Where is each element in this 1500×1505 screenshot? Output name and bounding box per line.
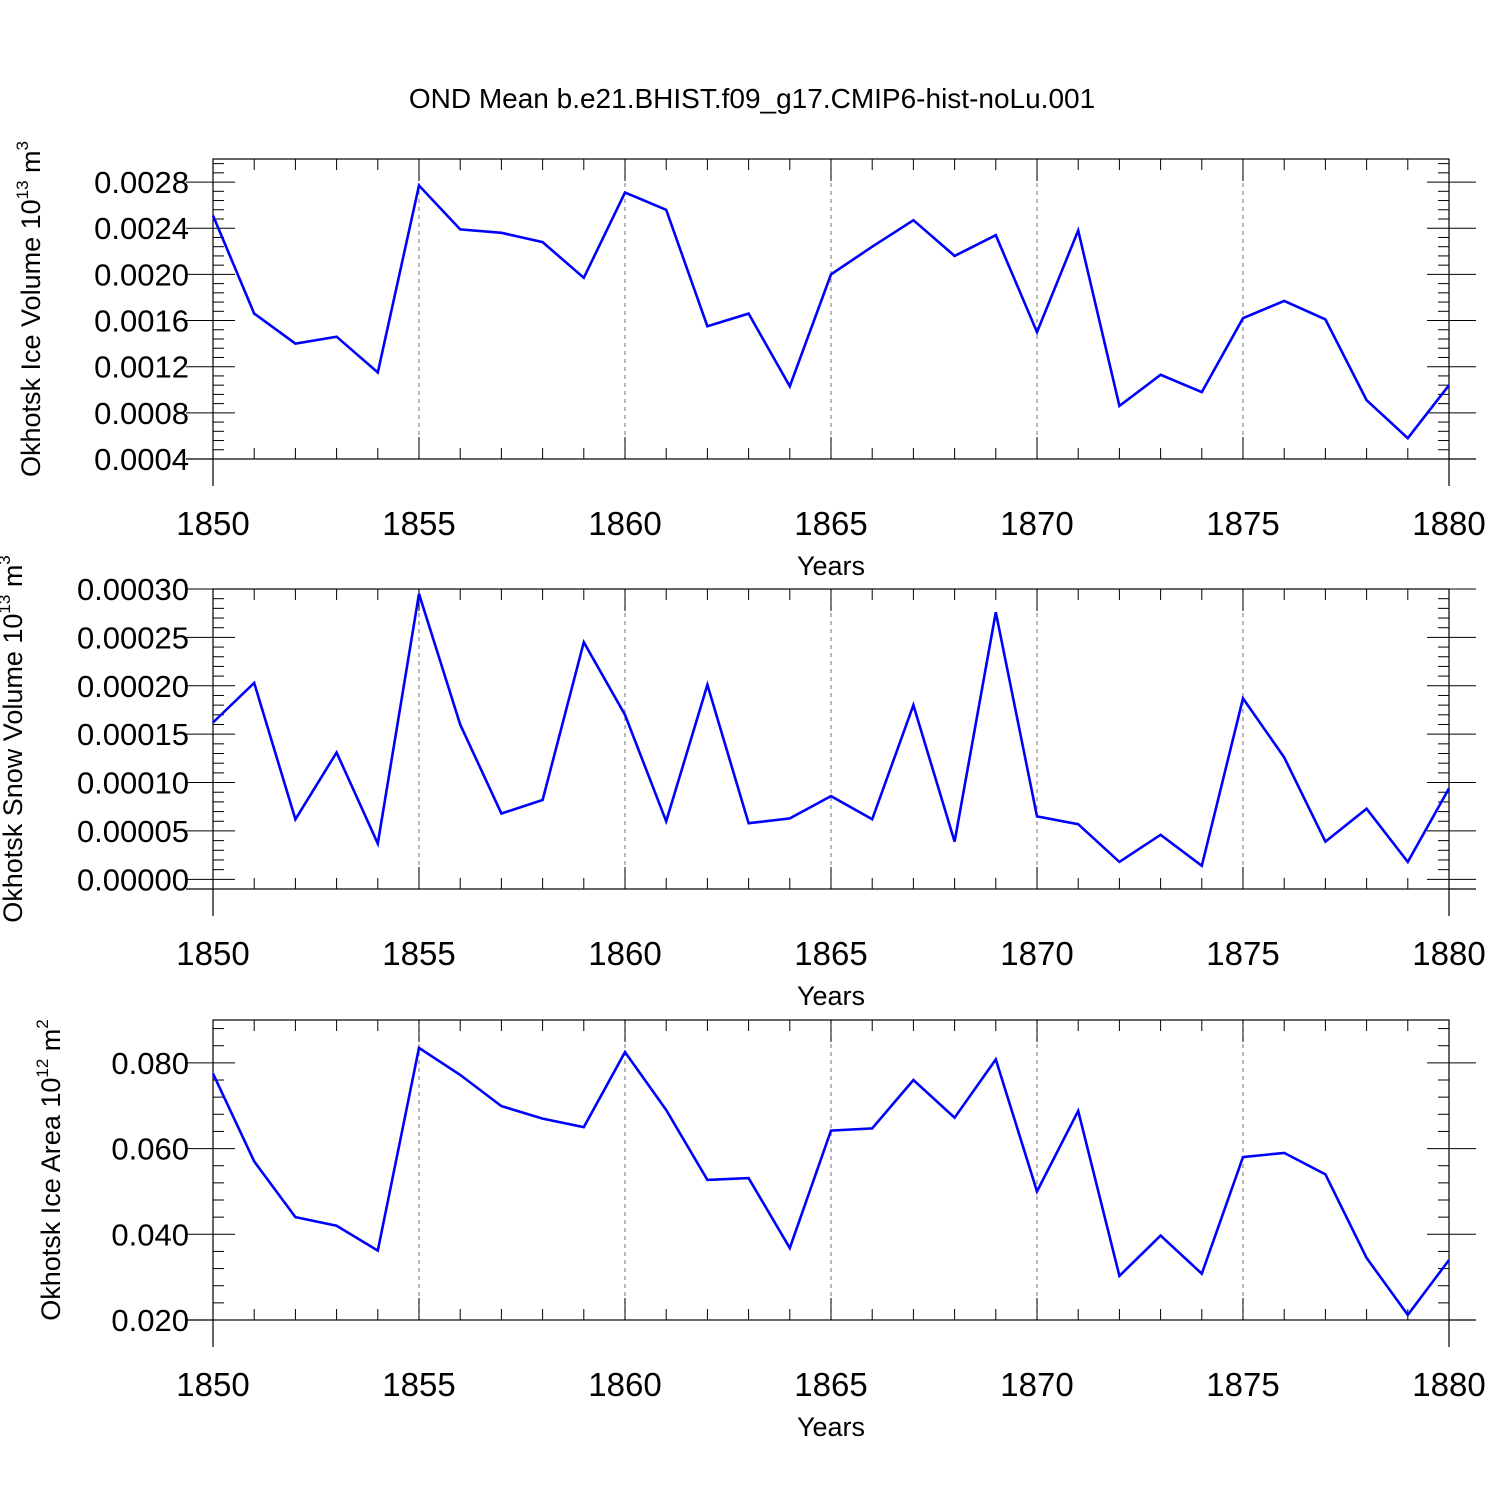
y-tick-label: 0.00030 — [77, 572, 189, 607]
x-tick-label: 1870 — [1000, 1366, 1073, 1403]
x-axis-label: Years — [797, 1412, 865, 1442]
x-tick-label: 1850 — [176, 505, 249, 542]
y-tick-label: 0.040 — [111, 1217, 189, 1252]
y-axis-label-unit: m — [16, 150, 46, 180]
y-axis-label-unit: m — [36, 1029, 66, 1059]
y-tick-label: 0.080 — [111, 1046, 189, 1081]
x-axis-label: Years — [797, 981, 865, 1011]
x-tick-label: 1860 — [588, 935, 661, 972]
x-tick-label: 1870 — [1000, 505, 1073, 542]
y-tick-label: 0.0004 — [94, 442, 189, 477]
y-axis-label-unit-exponent: 2 — [33, 1019, 52, 1028]
x-tick-label: 1865 — [794, 935, 867, 972]
plot-frame — [212, 588, 1450, 890]
y-axis-label-main: Okhotsk Ice Area 10 — [36, 1078, 66, 1321]
y-axis-label-unit-exponent: 3 — [13, 141, 32, 150]
panel-3: 0.020 0.040 0.060 0.080 1850 1855 1860 1865 1870… — [33, 1019, 1486, 1442]
panel-2: 0.00000 0.00005 0.00010 0.00015 0.00020 0.000… — [0, 555, 1486, 1011]
plot-frame — [212, 1019, 1450, 1321]
x-tick-label: 1855 — [382, 1366, 455, 1403]
y-tick-label: 0.0008 — [94, 396, 189, 431]
y-axis-label-main: Okhotsk Ice Volume 10 — [16, 199, 46, 477]
figure-title: OND Mean b.e21.BHIST.f09_g17.CMIP6-hist-… — [409, 83, 1095, 114]
series-line — [211, 182, 1451, 441]
y-axis-label-main: Okhotsk Snow Volume 10 — [0, 614, 28, 923]
x-tick-label: 1880 — [1412, 935, 1485, 972]
x-tick-label: 1850 — [176, 935, 249, 972]
y-axis-label-exponent: 13 — [0, 595, 14, 614]
plot-frame — [212, 158, 1450, 460]
x-tick-label: 1880 — [1412, 505, 1485, 542]
x-tick-label: 1850 — [176, 1366, 249, 1403]
x-tick-label: 1875 — [1206, 505, 1279, 542]
y-tick-label: 0.060 — [111, 1132, 189, 1167]
x-tick-label: 1870 — [1000, 935, 1073, 972]
x-tick-label: 1865 — [794, 1366, 867, 1403]
x-tick-label: 1875 — [1206, 935, 1279, 972]
x-tick-label: 1855 — [382, 935, 455, 972]
y-axis-label-unit: m — [0, 565, 28, 595]
y-axis-label-unit-exponent: 3 — [0, 555, 14, 564]
y-tick-label: 0.0024 — [94, 211, 189, 246]
x-tick-label: 1860 — [588, 1366, 661, 1403]
series-line — [211, 1045, 1451, 1318]
x-tick-label: 1855 — [382, 505, 455, 542]
y-axis-label-exponent: 12 — [33, 1059, 52, 1078]
y-axis-label-exponent: 13 — [13, 180, 32, 199]
y-tick-label: 0.00000 — [77, 862, 189, 897]
y-tick-label: 0.00025 — [77, 620, 189, 655]
y-tick-label: 0.020 — [111, 1303, 189, 1338]
y-axis-label: Okhotsk Ice Area 1012 m2 — [33, 1019, 66, 1321]
y-tick-label: 0.00005 — [77, 814, 189, 849]
y-tick-label: 0.0012 — [94, 350, 189, 385]
x-axis-label: Years — [797, 551, 865, 581]
panel-1: 0.0004 0.0008 0.0012 0.0016 0.0020 0.0024 0.00… — [13, 141, 1486, 581]
y-tick-label: 0.0028 — [94, 165, 189, 200]
y-tick-label: 0.0020 — [94, 257, 189, 292]
y-tick-label: 0.00015 — [77, 717, 189, 752]
x-tick-label: 1860 — [588, 505, 661, 542]
x-tick-label: 1875 — [1206, 1366, 1279, 1403]
x-tick-label: 1880 — [1412, 1366, 1485, 1403]
y-tick-label: 0.00010 — [77, 766, 189, 801]
y-tick-label: 0.00020 — [77, 669, 189, 704]
y-tick-label: 0.0016 — [94, 304, 189, 339]
x-tick-label: 1865 — [794, 505, 867, 542]
y-axis-label: Okhotsk Snow Volume 1013 m3 — [0, 555, 28, 923]
y-axis-label: Okhotsk Ice Volume 1013 m3 — [13, 141, 46, 477]
series-line — [212, 593, 1451, 869]
